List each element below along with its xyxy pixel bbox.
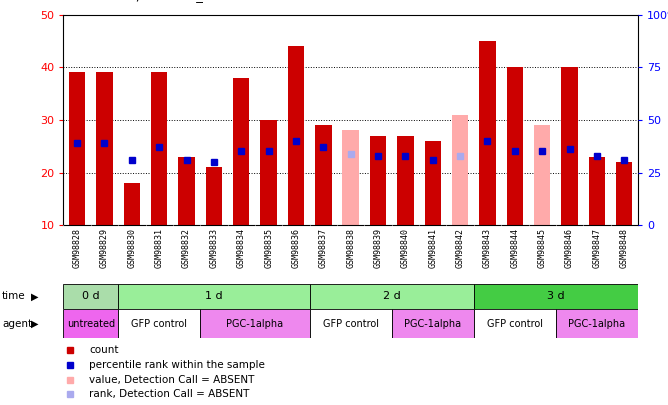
Text: ▶: ▶ xyxy=(31,292,38,301)
Text: percentile rank within the sample: percentile rank within the sample xyxy=(90,360,265,370)
Text: GSM98837: GSM98837 xyxy=(319,228,328,268)
Text: GSM98830: GSM98830 xyxy=(128,228,136,268)
Text: GSM98831: GSM98831 xyxy=(155,228,164,268)
Text: GSM98843: GSM98843 xyxy=(483,228,492,268)
Text: 3 d: 3 d xyxy=(547,292,564,301)
Text: rank, Detection Call = ABSENT: rank, Detection Call = ABSENT xyxy=(90,389,250,399)
Text: GSM98841: GSM98841 xyxy=(428,228,438,268)
Bar xyxy=(616,162,633,225)
Text: GSM98848: GSM98848 xyxy=(620,228,629,268)
Text: GFP control: GFP control xyxy=(323,319,379,328)
Bar xyxy=(233,78,249,225)
Bar xyxy=(310,309,391,338)
Text: GSM98838: GSM98838 xyxy=(346,228,355,268)
Bar xyxy=(288,46,304,225)
Text: ▶: ▶ xyxy=(31,319,38,328)
Text: count: count xyxy=(90,345,119,355)
Text: GSM98839: GSM98839 xyxy=(373,228,383,268)
Bar xyxy=(310,284,474,309)
Bar xyxy=(561,67,578,225)
Text: GFP control: GFP control xyxy=(487,319,543,328)
Bar xyxy=(397,136,413,225)
Text: GSM98835: GSM98835 xyxy=(264,228,273,268)
Bar xyxy=(200,309,310,338)
Text: GDS1879 / 109133_at: GDS1879 / 109133_at xyxy=(70,0,216,2)
Text: GSM98833: GSM98833 xyxy=(210,228,218,268)
Text: GSM98836: GSM98836 xyxy=(291,228,301,268)
Text: GSM98847: GSM98847 xyxy=(593,228,601,268)
Bar xyxy=(474,309,556,338)
Bar xyxy=(589,157,605,225)
Bar xyxy=(315,125,331,225)
Text: PGC-1alpha: PGC-1alpha xyxy=(226,319,283,328)
Bar xyxy=(63,309,118,338)
Bar xyxy=(151,72,168,225)
Bar xyxy=(343,130,359,225)
Bar xyxy=(118,284,310,309)
Text: GSM98828: GSM98828 xyxy=(73,228,81,268)
Bar xyxy=(506,67,523,225)
Text: 0 d: 0 d xyxy=(82,292,100,301)
Text: GSM98829: GSM98829 xyxy=(100,228,109,268)
Text: time: time xyxy=(2,292,25,301)
Text: GSM98840: GSM98840 xyxy=(401,228,410,268)
Bar xyxy=(556,309,638,338)
Text: PGC-1alpha: PGC-1alpha xyxy=(404,319,462,328)
Bar xyxy=(118,309,200,338)
Bar xyxy=(124,183,140,225)
Text: 1 d: 1 d xyxy=(205,292,222,301)
Bar xyxy=(261,120,277,225)
Bar xyxy=(474,284,638,309)
Text: GSM98834: GSM98834 xyxy=(236,228,246,268)
Text: GSM98846: GSM98846 xyxy=(565,228,574,268)
Bar xyxy=(391,309,474,338)
Text: GSM98842: GSM98842 xyxy=(456,228,465,268)
Bar xyxy=(370,136,386,225)
Bar xyxy=(534,125,550,225)
Text: 2 d: 2 d xyxy=(383,292,401,301)
Text: PGC-1alpha: PGC-1alpha xyxy=(568,319,625,328)
Bar xyxy=(178,157,195,225)
Bar xyxy=(69,72,86,225)
Bar xyxy=(96,72,113,225)
Text: GFP control: GFP control xyxy=(131,319,187,328)
Bar xyxy=(425,141,441,225)
Bar xyxy=(479,41,496,225)
Text: GSM98844: GSM98844 xyxy=(510,228,519,268)
Text: GSM98832: GSM98832 xyxy=(182,228,191,268)
Text: value, Detection Call = ABSENT: value, Detection Call = ABSENT xyxy=(90,375,255,385)
Bar xyxy=(63,284,118,309)
Text: agent: agent xyxy=(2,319,32,328)
Bar xyxy=(452,115,468,225)
Text: GSM98845: GSM98845 xyxy=(538,228,546,268)
Text: untreated: untreated xyxy=(67,319,115,328)
Bar xyxy=(206,167,222,225)
